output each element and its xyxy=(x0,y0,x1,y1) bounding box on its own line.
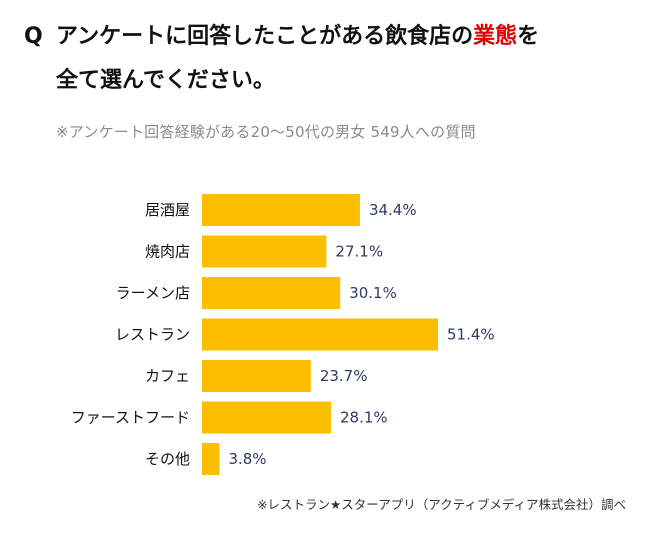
bar xyxy=(202,277,341,309)
value-label: 51.4% xyxy=(447,326,495,344)
value-label: 28.1% xyxy=(340,409,388,427)
category-label: その他 xyxy=(145,450,190,468)
category-label: ラーメン店 xyxy=(116,284,190,302)
category-label: レストラン xyxy=(115,326,190,344)
question-text-part1: アンケートに回答したことがある飲食店の xyxy=(56,24,474,49)
value-label: 27.1% xyxy=(335,243,383,261)
bar xyxy=(202,401,332,434)
question-highlight: 業態 xyxy=(473,24,518,49)
bar xyxy=(202,194,360,226)
bar xyxy=(202,235,327,268)
survey-subtitle: ※アンケート回答経験がある20～50代の男女 549人への質問 xyxy=(56,123,476,141)
question-text-part2: を xyxy=(517,24,540,49)
value-label: 34.4% xyxy=(369,201,417,219)
value-label: 23.7% xyxy=(320,367,368,385)
bar xyxy=(202,443,220,475)
category-label: 焼肉店 xyxy=(145,243,190,261)
category-label: ファーストフード xyxy=(71,409,190,427)
question-line-2: 全て選んでください。 xyxy=(56,68,275,93)
value-label: 30.1% xyxy=(349,284,397,302)
value-label: 3.8% xyxy=(228,450,266,468)
bar xyxy=(202,318,438,351)
question-mark: Q xyxy=(24,24,43,49)
question-line-1: Q アンケートに回答したことがある飲食店の業態を xyxy=(24,22,634,52)
category-label: 居酒屋 xyxy=(145,201,190,219)
bar xyxy=(202,360,311,392)
category-label: カフェ xyxy=(145,367,190,385)
question-block: Q アンケートに回答したことがある飲食店の業態を 全て選んでください。 xyxy=(24,22,634,96)
source-footnote: ※レストラン★スターアプリ（アクティブメディア株式会社）調べ xyxy=(257,497,626,512)
